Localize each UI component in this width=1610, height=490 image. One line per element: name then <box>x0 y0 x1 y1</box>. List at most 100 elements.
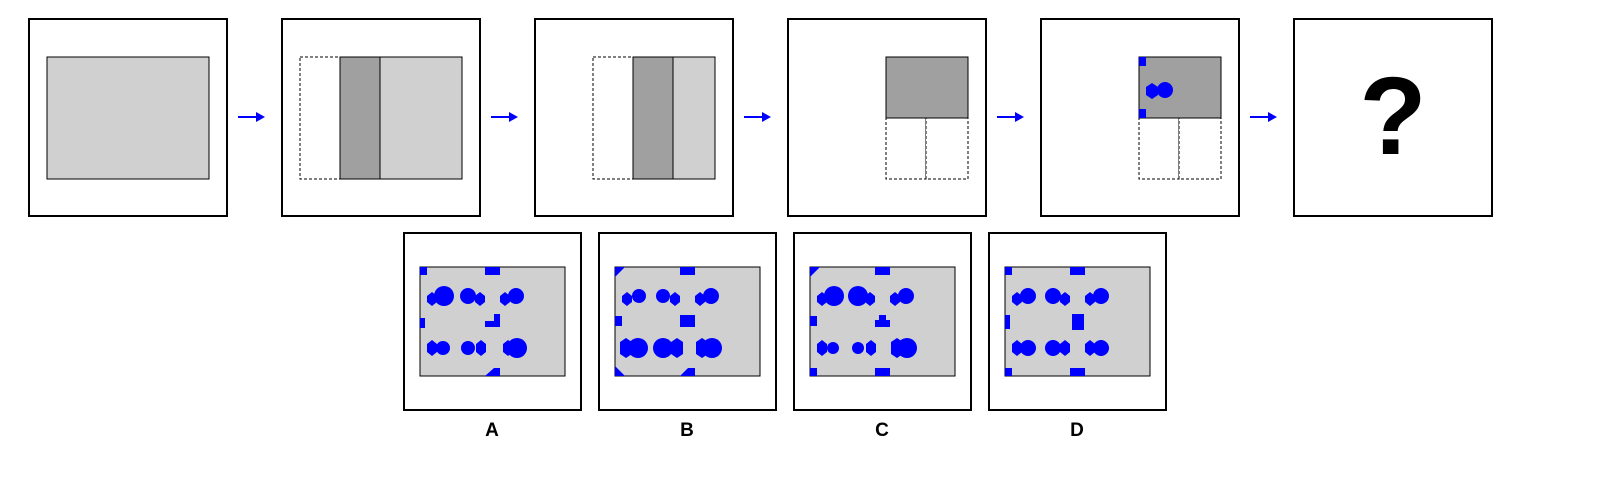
hole-mark <box>1085 340 1095 356</box>
step-3-figure <box>592 56 716 180</box>
hole-mark <box>879 315 886 321</box>
hole-mark <box>703 288 719 304</box>
option-d-panel[interactable] <box>988 232 1167 411</box>
hole-mark <box>810 368 817 376</box>
step-3-panel <box>534 18 734 217</box>
hole-mark <box>680 315 695 327</box>
hole-mark <box>1157 82 1173 98</box>
hole-mark <box>810 316 817 326</box>
hole-mark <box>852 342 864 354</box>
arrow-icon <box>491 112 518 122</box>
step-4-panel <box>787 18 987 217</box>
hole-mark <box>656 289 670 303</box>
hole-mark <box>500 292 510 306</box>
hole-mark <box>620 338 632 358</box>
hole-mark <box>1005 368 1012 376</box>
hole-mark <box>476 340 486 356</box>
hole-mark <box>680 267 695 275</box>
hole-mark <box>1070 267 1085 275</box>
step-5-figure <box>1138 56 1222 180</box>
hole-mark <box>1060 292 1070 306</box>
hole-mark <box>420 267 427 275</box>
hole-mark <box>875 267 890 275</box>
hole-mark <box>460 288 476 304</box>
step-2-figure <box>299 56 463 180</box>
option-a-figure <box>419 266 566 377</box>
step-5-panel <box>1040 18 1240 217</box>
folded-away-region <box>1178 117 1222 180</box>
option-b-label[interactable]: B <box>680 420 694 441</box>
hole-mark <box>485 368 500 376</box>
folded-away-region <box>1138 117 1180 180</box>
hole-mark <box>827 342 839 354</box>
step-4-figure <box>885 56 969 180</box>
arrow-icon <box>238 112 265 122</box>
hole-mark <box>494 314 500 327</box>
hole-mark <box>1012 340 1022 356</box>
paper-sheet <box>379 56 463 180</box>
hole-mark <box>1070 368 1085 376</box>
hole-mark <box>1060 340 1070 356</box>
hole-mark <box>508 288 524 304</box>
question-panel: ? <box>1293 18 1493 217</box>
hole-mark <box>1045 340 1061 356</box>
option-c-label[interactable]: C <box>875 420 889 441</box>
hole-mark <box>670 292 680 306</box>
hole-mark <box>1146 83 1158 99</box>
folded-flap <box>632 56 674 180</box>
arrow-icon <box>744 112 771 122</box>
arrow-icon <box>1250 112 1277 122</box>
paper-sheet <box>672 56 716 180</box>
hole-mark <box>485 321 500 327</box>
hole-mark <box>824 286 844 306</box>
folded-away-region <box>299 56 341 180</box>
hole-mark <box>817 340 827 356</box>
hole-mark <box>848 286 868 306</box>
hole-mark <box>653 338 673 358</box>
hole-mark <box>632 289 646 303</box>
hole-mark <box>680 368 695 376</box>
hole-mark <box>1072 314 1084 330</box>
hole-mark <box>695 292 705 306</box>
step-1-figure <box>46 56 210 180</box>
hole-mark <box>1045 288 1061 304</box>
option-b-panel[interactable] <box>598 232 777 411</box>
hole-mark <box>671 338 683 358</box>
folded-away-region <box>592 56 634 180</box>
folded-away-region <box>885 117 927 180</box>
hole-mark <box>875 320 890 327</box>
option-c-panel[interactable] <box>793 232 972 411</box>
hole-mark <box>1093 340 1109 356</box>
hole-mark <box>485 267 500 275</box>
hole-mark <box>1020 340 1036 356</box>
hole-mark <box>622 292 632 306</box>
hole-mark <box>427 340 437 356</box>
hole-mark <box>615 267 625 277</box>
option-c-figure <box>809 266 956 377</box>
hole-mark <box>1085 292 1095 306</box>
hole-mark <box>475 292 485 306</box>
hole-mark <box>1005 315 1010 329</box>
hole-mark <box>875 368 890 376</box>
hole-mark <box>865 292 875 306</box>
option-d-label[interactable]: D <box>1070 420 1084 441</box>
option-b-figure <box>614 266 761 377</box>
hole-mark <box>1005 267 1012 275</box>
hole-mark <box>1139 57 1146 66</box>
hole-mark <box>897 338 917 358</box>
hole-mark <box>898 288 914 304</box>
hole-mark <box>436 341 450 355</box>
folded-away-region <box>925 117 969 180</box>
option-a-panel[interactable] <box>403 232 582 411</box>
hole-mark <box>890 292 900 306</box>
hole-mark <box>420 318 425 328</box>
hole-mark <box>615 316 622 326</box>
hole-mark <box>615 366 625 376</box>
step-2-panel <box>281 18 481 217</box>
hole-mark <box>628 338 648 358</box>
hole-mark <box>1012 292 1022 306</box>
hole-mark <box>1093 288 1109 304</box>
option-a-label[interactable]: A <box>485 420 499 441</box>
hole-mark <box>702 338 722 358</box>
folded-flap <box>885 56 969 119</box>
